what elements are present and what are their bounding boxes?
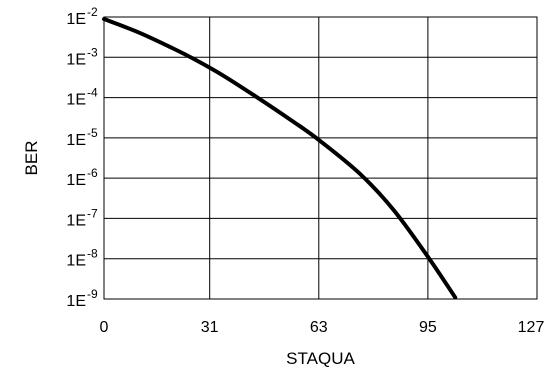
x-tick-label: 31 bbox=[201, 319, 219, 336]
y-tick-label: 1E -4 bbox=[66, 86, 98, 109]
y-tick-label: 1E -7 bbox=[66, 206, 98, 229]
y-tick-exponent: -3 bbox=[87, 45, 98, 59]
y-tick-exponent: -8 bbox=[87, 247, 98, 261]
x-tick-labels: 0 31 63 95 127 bbox=[100, 319, 545, 336]
y-tick-label: 1E -5 bbox=[66, 126, 98, 149]
y-tick-base: 1E bbox=[66, 293, 86, 310]
y-tick-exponent: -5 bbox=[87, 126, 98, 140]
y-tick-exponent: -4 bbox=[87, 86, 98, 100]
x-tick-label: 63 bbox=[310, 319, 328, 336]
y-tick-base: 1E bbox=[66, 51, 86, 68]
y-tick-labels: 1E -21E -31E -41E -51E -61E -71E -81E -9 bbox=[66, 5, 98, 310]
ber-curve bbox=[102, 17, 458, 300]
x-tick-label: 0 bbox=[100, 319, 109, 336]
y-axis-title: BER bbox=[22, 141, 41, 176]
x-tick-label: 95 bbox=[419, 319, 437, 336]
y-tick-base: 1E bbox=[66, 172, 86, 189]
y-tick-exponent: -7 bbox=[87, 206, 98, 220]
y-tick-base: 1E bbox=[66, 92, 86, 109]
plot-frame bbox=[103, 16, 538, 300]
y-tick-label: 1E -2 bbox=[66, 5, 98, 28]
x-tick-label: 127 bbox=[518, 319, 545, 336]
y-tick-base: 1E bbox=[66, 132, 86, 149]
y-tick-label: 1E -9 bbox=[66, 287, 98, 310]
y-tick-exponent: -9 bbox=[87, 287, 98, 301]
y-tick-base: 1E bbox=[66, 11, 86, 28]
y-tick-base: 1E bbox=[66, 253, 86, 270]
x-axis-title: STAQUA bbox=[286, 349, 355, 368]
y-tick-base: 1E bbox=[66, 212, 86, 229]
y-tick-label: 1E -6 bbox=[66, 166, 98, 189]
y-tick-exponent: -6 bbox=[87, 166, 98, 180]
y-tick-label: 1E -3 bbox=[66, 45, 98, 68]
y-tick-exponent: -2 bbox=[87, 5, 98, 19]
y-tick-label: 1E -8 bbox=[66, 247, 98, 270]
grid-lines bbox=[103, 16, 538, 300]
